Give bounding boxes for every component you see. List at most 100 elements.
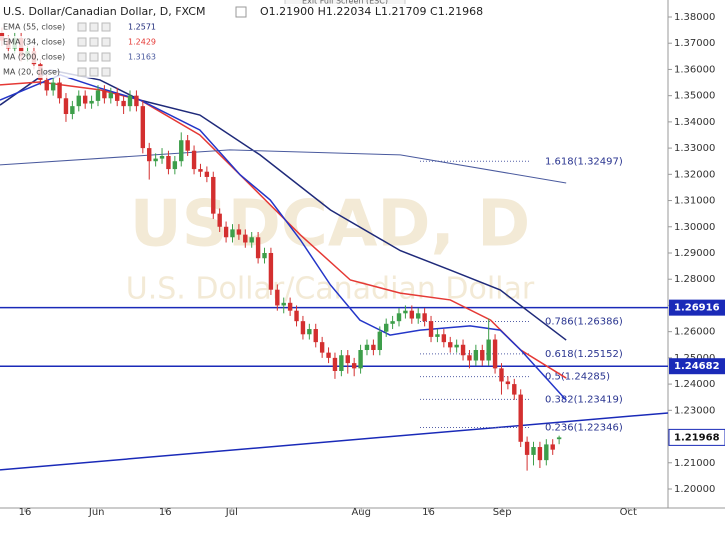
y-tick-label: 1.36000: [674, 64, 715, 75]
ohlc-text: O1.21900 H1.22034 L1.21709 C1.21968: [260, 5, 483, 18]
legend-value: 1.3163: [128, 53, 156, 62]
x-tick-label: 16: [19, 507, 32, 518]
y-tick-label: 1.32000: [674, 169, 715, 180]
x-tick-label: Aug: [351, 507, 371, 518]
candle-body: [486, 339, 491, 361]
watermark: USDCAD, D: [130, 188, 531, 262]
candle-body: [44, 79, 49, 91]
candle-body: [121, 100, 126, 107]
legend-name: EMA (34, close): [3, 38, 65, 47]
candle-body: [313, 329, 318, 343]
y-tick-label: 1.23000: [674, 405, 715, 416]
candle-body: [383, 323, 389, 332]
legend-value: 1.2571: [128, 23, 156, 32]
candle-body: [326, 352, 331, 358]
level-box: [669, 358, 725, 375]
trendline: [0, 412, 669, 471]
indicator-line: [0, 81, 567, 379]
y-tick-label: 1.21000: [674, 458, 715, 469]
fib-label: 0.618(1.25152): [545, 349, 623, 360]
tooltip: Exit Full Screen (ESC): [302, 0, 388, 6]
candle-body: [236, 229, 242, 235]
candle-body: [403, 310, 408, 314]
y-tick-label: 1.31000: [674, 196, 715, 207]
legend-icon: [101, 67, 111, 77]
candle-body: [159, 155, 165, 159]
candle-body: [396, 313, 402, 322]
indicator-line: [0, 74, 567, 401]
candle-body: [390, 321, 395, 324]
candle-body: [518, 394, 523, 442]
candle-body: [243, 234, 248, 243]
x-tick-label: Jun: [88, 507, 105, 518]
candle-body: [140, 106, 146, 149]
y-tick-label: 1.24000: [674, 379, 715, 390]
legend-icon: [101, 52, 111, 62]
candle-body: [435, 334, 440, 337]
settings-icon: [235, 6, 247, 18]
candle-body: [473, 350, 479, 361]
candle-body: [281, 302, 286, 306]
legend-icon: [89, 67, 99, 77]
candle-body: [50, 82, 56, 91]
candle-body: [147, 148, 152, 162]
candle-body: [211, 176, 216, 214]
fib-label: 0.382(1.23419): [545, 394, 623, 405]
candle-body: [512, 384, 517, 395]
candle-body: [480, 350, 485, 361]
y-tick-label: 1.34000: [674, 117, 715, 128]
legend-icon: [77, 22, 87, 32]
legend-icon: [101, 37, 111, 47]
legend-icon: [77, 37, 87, 47]
candle-body: [198, 169, 203, 172]
y-tick-label: 1.28000: [674, 274, 715, 285]
legend-icon: [101, 22, 111, 32]
x-tick-label: Sep: [493, 507, 512, 518]
candle-body: [345, 355, 350, 364]
candle-body: [448, 342, 453, 348]
candle-body: [57, 82, 62, 99]
y-tick-label: 1.30000: [674, 222, 715, 233]
level-label: 1.24682: [674, 361, 720, 372]
fib-label: 0.236(1.22346): [545, 422, 623, 433]
candle-body: [108, 93, 113, 99]
candle-body: [294, 310, 299, 322]
candle-body: [556, 437, 562, 440]
x-tick-label: Jul: [225, 507, 238, 518]
candle-body: [102, 90, 107, 99]
candle-body: [287, 302, 293, 311]
fib-label: 1.618(1.32497): [545, 156, 623, 167]
candle-body: [63, 98, 69, 115]
legend-value: 1.2429: [128, 38, 156, 47]
candle-body: [319, 342, 325, 353]
candle-body: [531, 447, 536, 455]
watermark-subtitle: U.S. Dollar/Canadian Dollar: [126, 272, 535, 307]
candle-body: [416, 313, 421, 319]
candle-body: [358, 350, 363, 369]
candle-body: [441, 334, 447, 343]
candle-body: [217, 213, 222, 227]
legend-icon: [89, 52, 99, 62]
legend-icon: [89, 37, 99, 47]
y-tick-label: 1.37000: [674, 38, 715, 49]
candle-body: [134, 95, 139, 107]
y-tick-label: 1.33000: [674, 143, 715, 154]
candle-body: [524, 441, 530, 455]
candle-body: [307, 329, 312, 335]
candle-body: [460, 344, 466, 356]
candle-body: [351, 363, 357, 369]
y-tick-label: 1.29000: [674, 248, 715, 259]
candle-body: [230, 229, 235, 238]
candle-body: [544, 444, 549, 461]
last-price-label: 1.21968: [674, 432, 720, 443]
y-tick-label: 1.38000: [674, 12, 715, 23]
legend-icon: [77, 52, 87, 62]
fib-label: 0.5(1.24285): [545, 372, 610, 383]
candle-body: [82, 95, 88, 104]
y-tick-label: 1.35000: [674, 91, 715, 102]
y-tick-label: 1.26000: [674, 327, 715, 338]
level-box: [669, 299, 725, 316]
candle-body: [454, 344, 459, 348]
indicator-line: [0, 149, 567, 184]
